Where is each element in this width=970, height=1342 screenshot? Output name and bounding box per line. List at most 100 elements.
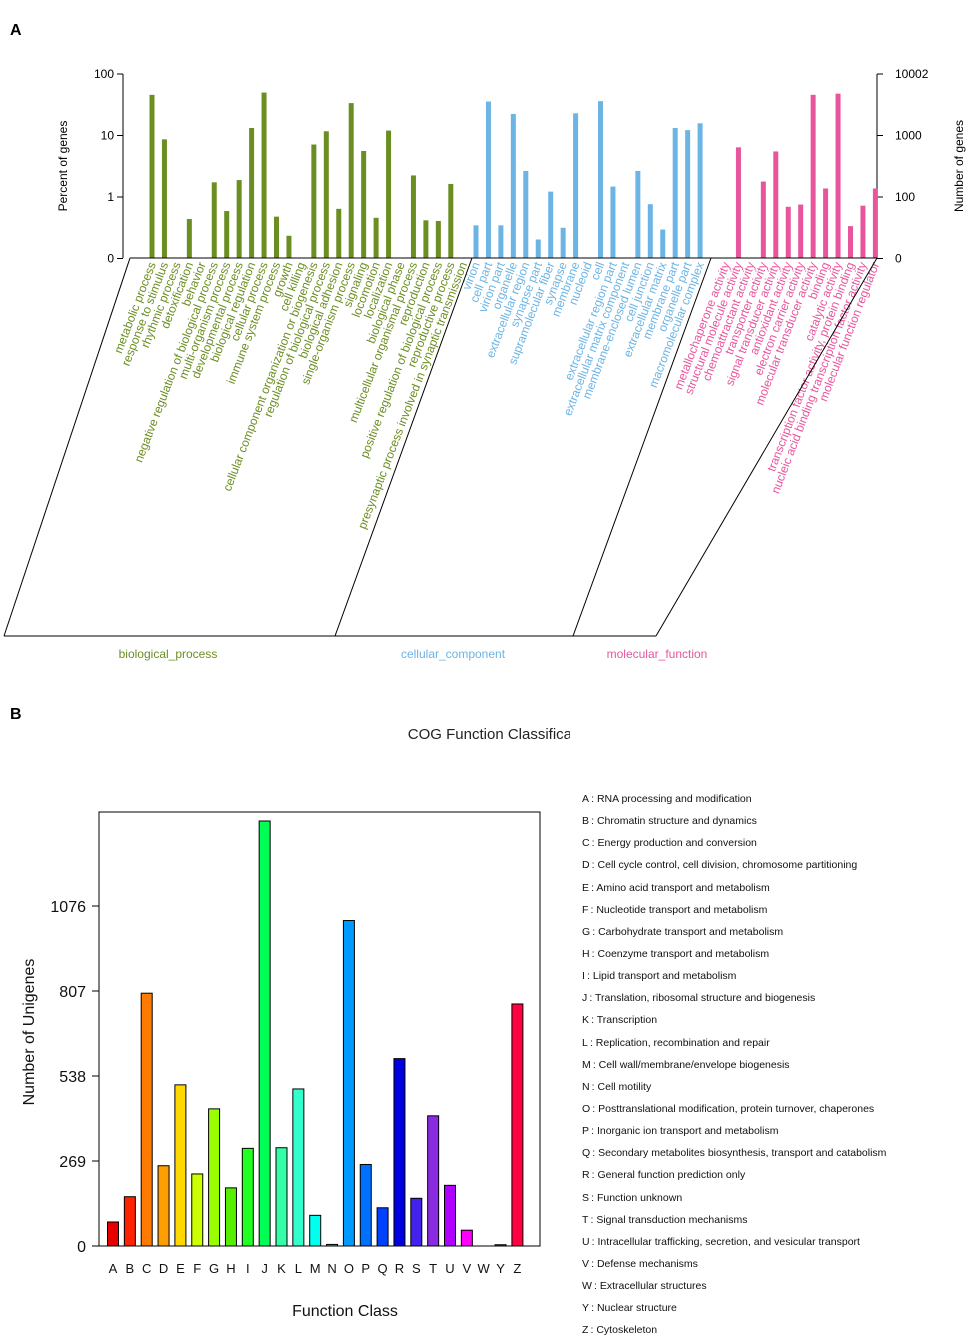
go-bar xyxy=(872,188,878,258)
cog-bar xyxy=(174,1084,187,1247)
cog-x-tick-label: A xyxy=(109,1261,118,1276)
panel-b-letter: B xyxy=(10,706,22,723)
cog-legend-item: D : Cell cycle control, cell division, c… xyxy=(582,859,858,872)
cog-bar xyxy=(241,1147,254,1247)
go-bar xyxy=(485,101,491,258)
go-bar xyxy=(860,205,866,258)
go-bar xyxy=(735,147,741,258)
go-bar xyxy=(186,219,192,258)
cog-x-tick-label: N xyxy=(327,1261,336,1276)
go-bar xyxy=(660,229,666,258)
group-frame-divider xyxy=(572,257,712,637)
go-bar xyxy=(760,181,766,258)
right-axis-title: Number of genes xyxy=(952,120,966,212)
cog-bar xyxy=(292,1088,305,1247)
cog-title: COG Function Classification xyxy=(408,726,570,743)
cog-legend-item: P : Inorganic ion transport and metaboli… xyxy=(582,1125,779,1138)
go-bar xyxy=(361,150,367,258)
left-tick-label: 100 xyxy=(94,67,114,81)
cog-legend-item: A : RNA processing and modification xyxy=(582,793,752,805)
cog-x-tick-label: M xyxy=(310,1261,321,1276)
cog-bar xyxy=(309,1214,322,1247)
cog-bar xyxy=(123,1196,136,1247)
go-bar xyxy=(810,94,816,259)
go-group-label: biological_process xyxy=(119,647,218,661)
cog-x-tick-label: O xyxy=(344,1261,354,1276)
cog-bar xyxy=(275,1147,288,1247)
right-tick-label: 10002 xyxy=(895,67,929,81)
cog-y-tick-label: 807 xyxy=(59,984,86,1001)
go-bar xyxy=(311,144,317,258)
right-tick-label: 1000 xyxy=(895,129,922,143)
go-bar xyxy=(448,183,454,258)
go-bar xyxy=(848,226,853,258)
cog-bar xyxy=(393,1058,406,1247)
go-bar xyxy=(149,94,155,259)
go-bar xyxy=(573,113,579,258)
right-tick-label: 0 xyxy=(895,252,902,266)
go-bar xyxy=(236,180,242,258)
go-group-label: cellular_component xyxy=(401,647,506,661)
go-bar xyxy=(224,211,230,258)
go-bar xyxy=(773,151,779,258)
go-bar xyxy=(598,101,603,259)
cog-bar xyxy=(342,920,355,1247)
cog-x-tick-label: H xyxy=(226,1261,235,1276)
left-axis-title: Percent of genes xyxy=(56,121,70,212)
cog-legend-item: W : Extracellular structures xyxy=(582,1280,707,1293)
cog-legend-item: L : Replication, recombination and repai… xyxy=(582,1036,770,1049)
cog-x-tick-label: C xyxy=(142,1261,151,1276)
cog-x-tick-label: R xyxy=(395,1261,404,1276)
go-bar xyxy=(510,113,516,258)
go-bar xyxy=(498,225,504,258)
cog-legend-item: M : Cell wall/membrane/envelope biogenes… xyxy=(582,1058,790,1071)
cog-bar xyxy=(140,992,153,1247)
go-bar xyxy=(261,92,267,258)
cog-x-tick-label: J xyxy=(261,1261,268,1276)
go-bar xyxy=(473,225,479,258)
go-bar xyxy=(286,235,292,258)
cog-x-tick-label: D xyxy=(159,1261,168,1276)
cog-x-tick-label: I xyxy=(246,1261,250,1276)
go-bar xyxy=(560,227,566,258)
cog-legend-item: E : Amino acid transport and metabolism xyxy=(582,881,770,894)
cog-legend-item: C : Energy production and conversion xyxy=(582,837,757,850)
go-bar xyxy=(274,216,279,258)
cog-bar xyxy=(410,1197,423,1247)
cog-x-axis-title: Function Class xyxy=(292,1303,398,1320)
cog-x-tick-label: P xyxy=(361,1261,370,1276)
right-tick-label: 100 xyxy=(895,190,915,204)
go-bar xyxy=(785,206,791,258)
group-frame-divider xyxy=(655,257,878,637)
cog-legend-item: I : Lipid transport and metabolism xyxy=(582,970,737,983)
go-bar xyxy=(323,131,329,258)
go-bar xyxy=(535,239,541,258)
go-bar xyxy=(336,208,342,258)
cog-legend-item: J : Translation, ribosomal structure and… xyxy=(582,992,816,1005)
cog-bar xyxy=(224,1187,237,1247)
cog-legend-item: R : General function prediction only xyxy=(582,1169,746,1182)
cog-legend-item: Z : Cytoskeleton xyxy=(582,1324,658,1337)
cog-legend-item: N : Cell motility xyxy=(582,1080,652,1093)
cog-bar xyxy=(460,1229,473,1247)
go-bar xyxy=(823,188,829,258)
cog-bar xyxy=(326,1243,339,1247)
cog-legend-item: H : Coenzyme transport and metabolism xyxy=(582,947,770,960)
cog-y-tick-label: 1076 xyxy=(50,899,86,916)
go-group-label: molecular_function xyxy=(607,647,708,661)
go-bar xyxy=(635,170,641,258)
cog-x-tick-label: T xyxy=(429,1261,437,1276)
go-bar xyxy=(161,139,167,258)
cog-x-tick-label: E xyxy=(176,1261,185,1276)
cog-legend-item: O : Posttranslational modification, prot… xyxy=(582,1102,875,1115)
cog-legend-item: T : Signal transduction mechanisms xyxy=(582,1213,748,1226)
cog-y-tick-label: 538 xyxy=(59,1069,86,1086)
cog-x-tick-label: Y xyxy=(496,1261,505,1276)
cog-y-tick-label: 269 xyxy=(59,1154,86,1171)
cog-bar xyxy=(157,1165,170,1247)
cog-bar xyxy=(511,1003,524,1247)
cog-x-tick-label: W xyxy=(478,1261,491,1276)
cog-legend-item: B : Chromatin structure and dynamics xyxy=(582,815,757,828)
cog-y-axis-title: Number of Unigenes xyxy=(21,959,38,1106)
